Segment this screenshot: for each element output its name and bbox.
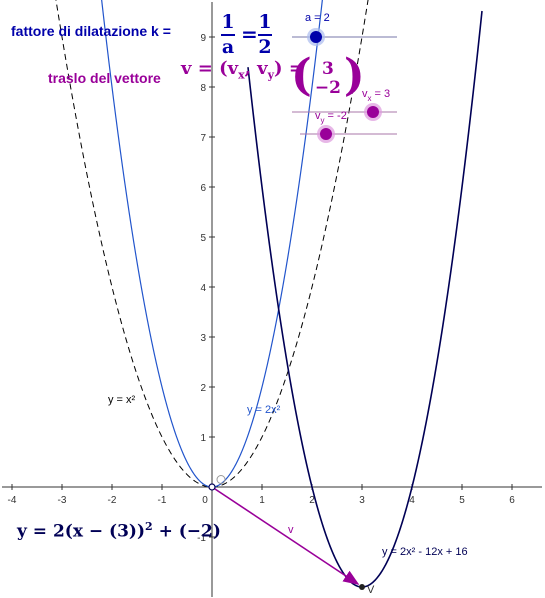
x-tick-label: 6	[509, 495, 515, 506]
x-tick-label: -4	[8, 495, 17, 506]
y-tick-label: 5	[200, 233, 206, 244]
x-tick-label: 3	[359, 495, 365, 506]
fraction-bar	[221, 34, 235, 36]
translation-vector-layer	[208, 475, 365, 590]
y-tick-label: 6	[200, 183, 206, 194]
slider-vx-value: = 3	[372, 88, 391, 100]
dilation-factor-label: fattore di dilatazione k =	[11, 23, 171, 39]
vector-formula: v = (vx, vy) =	[181, 58, 304, 82]
y-tick-label: -1	[197, 533, 206, 544]
vertex-point-v	[359, 584, 365, 590]
final-equation: y = 2(x − (3))2 + (−2)	[17, 520, 221, 542]
slider-vx-letter: v	[362, 88, 368, 100]
y-tick-label: 2	[200, 383, 206, 394]
x-tick-label: 5	[459, 495, 465, 506]
vector-component-x: 3	[321, 58, 334, 79]
final-equation-suffix: + (−2)	[152, 521, 221, 542]
origin-hover-point	[216, 475, 226, 484]
final-equation-prefix: y = 2(x − (3))	[17, 521, 146, 542]
slider-vx-subscript: x	[368, 94, 372, 103]
fraction-denominator: 2	[258, 36, 272, 58]
slider-vx-handle	[367, 106, 379, 118]
sliders	[292, 28, 397, 143]
translation-vector-label: traslo del vettore	[48, 70, 161, 86]
vector-formula-suffix: ) =	[274, 58, 304, 79]
x-tick-label: 2	[309, 495, 315, 506]
x-tick-label: 4	[409, 495, 415, 506]
vertex-label: V	[367, 584, 375, 596]
slider-a-handle	[310, 31, 322, 43]
x-tick-label: 1	[259, 495, 265, 506]
x-tick-label: -2	[108, 495, 117, 506]
y-tick-label: 9	[200, 33, 206, 44]
parabola-label: y = x²	[108, 394, 136, 406]
curves	[55, 0, 483, 588]
slider-vy-letter: v	[315, 110, 321, 122]
fraction-numerator: 1	[258, 11, 272, 33]
fraction-bar	[258, 34, 272, 36]
vector-formula-prefix: v = (v	[181, 58, 239, 79]
fraction-one-half: 1 2	[258, 12, 272, 58]
y-tick-label: 3	[200, 333, 206, 344]
slider-a-label: a = 2	[305, 12, 330, 24]
slider-vy-value: = -2	[325, 110, 347, 122]
origin-vertex-point	[208, 483, 216, 491]
x-tick-label: 0	[202, 495, 208, 506]
translation-vector-arrow	[211, 486, 360, 585]
vector-formula-sub-y: y	[267, 68, 275, 82]
fraction-numerator: 1	[221, 11, 235, 33]
slider-vy-label: vy = -2	[315, 110, 347, 125]
x-tick-label: -3	[58, 495, 67, 506]
fraction-denominator: a	[221, 36, 235, 58]
equals-sign: =	[241, 22, 258, 46]
vector-label: v	[288, 524, 294, 536]
y-tick-label: 1	[200, 433, 206, 444]
y-tick-label: 4	[200, 283, 206, 294]
y-tick-label: 7	[200, 133, 206, 144]
slider-vy-subscript: y	[321, 116, 325, 125]
vector-component-y: −2	[314, 77, 341, 98]
vector-formula-sub-x: x	[238, 68, 245, 82]
dilated-parabola-label: y = 2x²	[247, 404, 281, 416]
slider-vx-label: vx = 3	[362, 88, 390, 103]
fraction-one-over-a: 1 a	[221, 12, 235, 58]
vector-formula-mid: , v	[244, 58, 268, 79]
final-equation-exponent: 2	[145, 520, 153, 533]
y-tick-label: 8	[200, 83, 206, 94]
x-tick-label: -1	[158, 495, 167, 506]
slider-vy-handle	[320, 128, 332, 140]
vector-components: (3 −2)	[291, 50, 365, 101]
translated-parabola-curve	[247, 10, 483, 588]
translated-parabola-label: y = 2x² - 12x + 16	[382, 546, 468, 558]
